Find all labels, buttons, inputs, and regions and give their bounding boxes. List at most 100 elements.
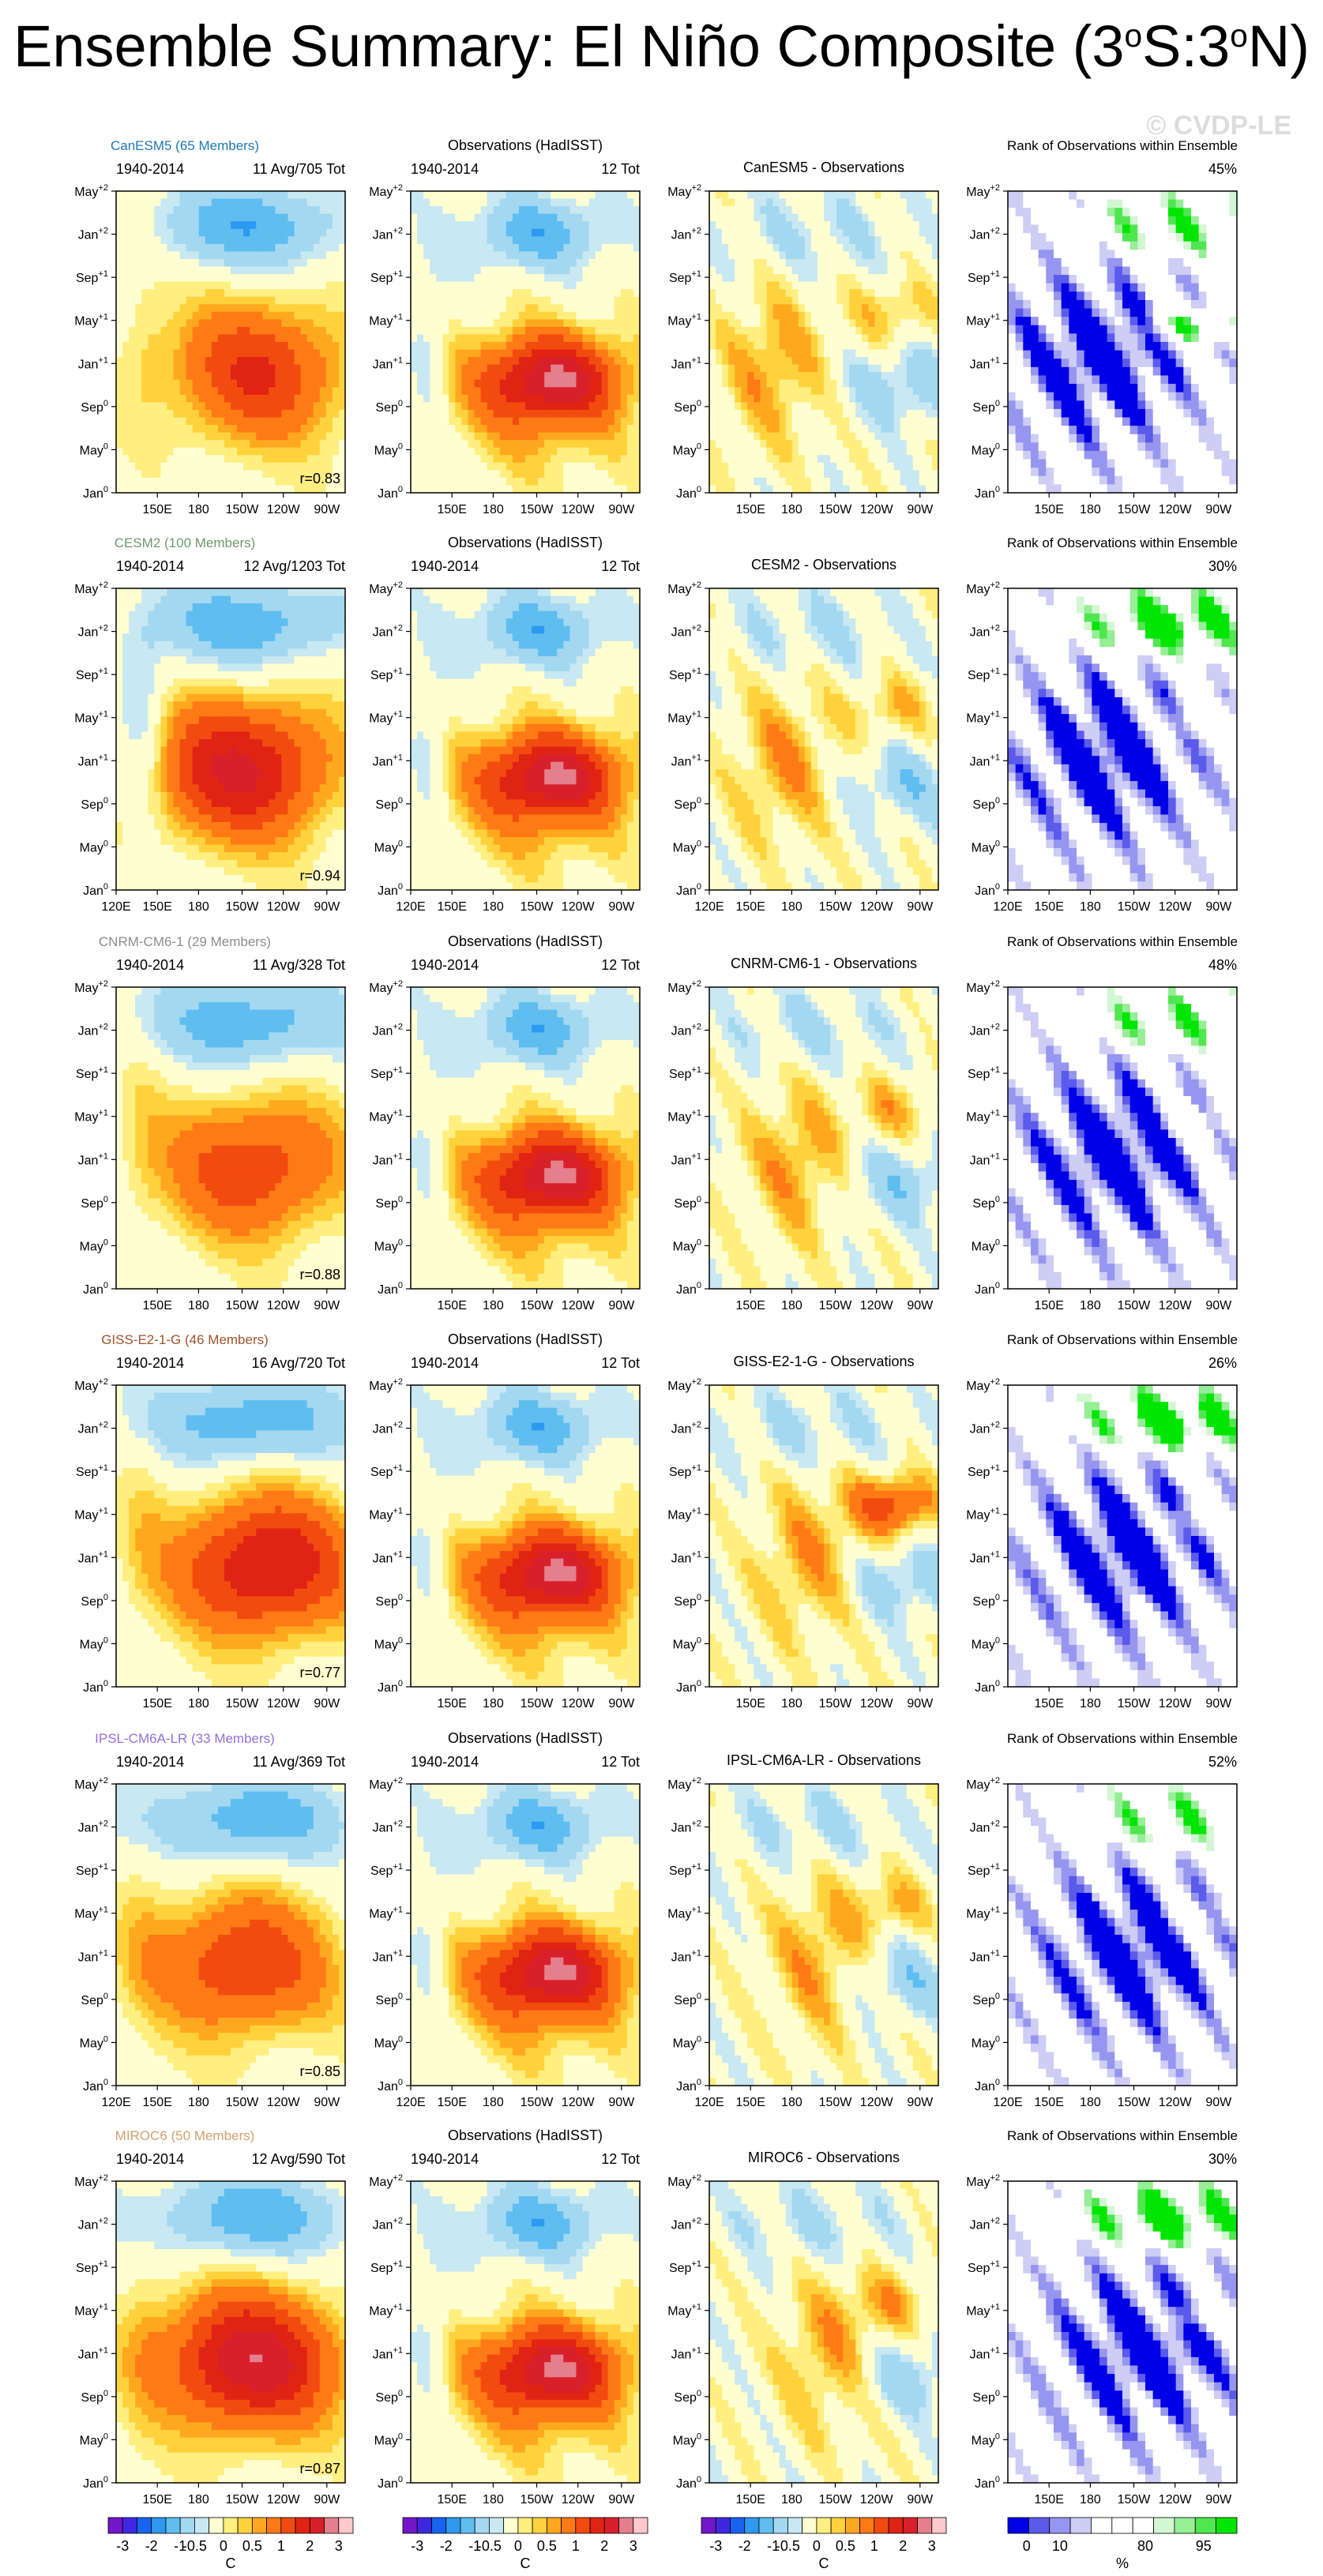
panel-frame xyxy=(410,1384,641,1688)
x-tick-label: 150W xyxy=(819,2493,853,2507)
y-tick-label: Jan0 xyxy=(83,882,108,898)
y-tick-label: Jan0 xyxy=(83,2078,108,2093)
x-tick-label: 120W xyxy=(562,2493,596,2507)
pattern-correlation: r=0.94 xyxy=(299,868,340,884)
y-tick-label: May+1 xyxy=(74,710,108,726)
y-tick-label: May+2 xyxy=(74,183,108,199)
y-tick-label: May+2 xyxy=(369,1776,403,1792)
y-tick-label: Jan0 xyxy=(676,1281,701,1297)
y-tick-label: Sep+1 xyxy=(968,1862,1000,1878)
y-tick-label: Sep0 xyxy=(81,1593,108,1609)
y-tick-label: May0 xyxy=(374,1237,403,1253)
x-tick-label: 90W xyxy=(314,1697,340,1710)
y-tick-label: Jan0 xyxy=(975,2475,1000,2491)
y-tick-label: Sep0 xyxy=(81,1195,108,1211)
panel-frame xyxy=(1007,2180,1238,2484)
y-tick-label: May+1 xyxy=(966,1507,1000,1523)
y-tick-label: Jan+1 xyxy=(671,1948,701,1964)
y-tick-label: Jan+1 xyxy=(970,1549,1000,1565)
y-tick-label: Jan+2 xyxy=(373,624,403,640)
y-tick-label: Jan+1 xyxy=(970,753,1000,768)
y-tick-label: Sep+1 xyxy=(669,2259,701,2275)
x-tick-label: 180 xyxy=(483,900,504,914)
model-count: 11 Avg/369 Tot xyxy=(253,1754,345,1770)
x-tick-label: 120W xyxy=(267,503,301,516)
y-tick-label: Sep0 xyxy=(674,1593,701,1609)
x-tick-label: 150W xyxy=(226,900,260,914)
model-period: 1940-2014 xyxy=(116,957,184,973)
x-tick-label: 150W xyxy=(521,2096,554,2109)
y-tick-label: Jan+1 xyxy=(78,1948,108,1964)
pattern-correlation: r=0.87 xyxy=(299,2461,340,2476)
x-tick-label: 120W xyxy=(562,1697,596,1710)
y-tick-label: May0 xyxy=(80,839,108,854)
x-tick-label: 180 xyxy=(781,1697,802,1710)
y-tick-label: Jan+1 xyxy=(970,1151,1000,1167)
model-name: CanESM5 (65 Members) xyxy=(111,138,259,153)
model-period: 1940-2014 xyxy=(116,558,184,574)
obs-count: 12 Tot xyxy=(601,1355,640,1371)
y-tick-label: Sep0 xyxy=(81,399,108,415)
y-tick-label: May0 xyxy=(374,2431,403,2447)
x-tick-label: 120W xyxy=(267,900,301,914)
y-tick-label: Jan+2 xyxy=(970,227,1000,242)
rank-percent: 30% xyxy=(1208,2151,1237,2167)
panel-frame xyxy=(1007,588,1238,891)
colorbar-tick-label: -0.5 xyxy=(182,2538,207,2554)
x-tick-label: 180 xyxy=(188,1697,209,1710)
difference-heatmap xyxy=(709,987,939,1290)
y-tick-label: May+1 xyxy=(966,313,1000,329)
y-tick-label: Jan+2 xyxy=(671,227,701,242)
x-tick-label: 90W xyxy=(314,900,340,914)
x-tick-label: 150W xyxy=(521,503,554,516)
model-period: 1940-2014 xyxy=(116,2151,184,2167)
model-composite-heatmap xyxy=(116,191,346,494)
x-tick-label: 90W xyxy=(907,1299,934,1312)
colorbar-tick-label: 1 xyxy=(572,2538,580,2554)
y-tick-label: Jan+1 xyxy=(970,355,1000,371)
rank-heatmap xyxy=(1008,987,1238,1290)
colorbar-tick-label: 2 xyxy=(306,2538,314,2554)
x-tick-label: 180 xyxy=(188,2493,209,2507)
x-tick-label: 90W xyxy=(1205,900,1232,914)
y-tick-label: Sep0 xyxy=(81,2389,108,2405)
model-composite-heatmap xyxy=(116,1784,346,2086)
y-tick-label: Sep+1 xyxy=(76,269,108,285)
y-tick-label: May0 xyxy=(972,839,1000,854)
x-tick-label: 150E xyxy=(736,2096,765,2109)
y-tick-label: Sep0 xyxy=(375,2389,403,2405)
y-tick-label: May0 xyxy=(673,2431,701,2447)
y-tick-label: Jan+2 xyxy=(78,1023,108,1038)
y-tick-label: Sep0 xyxy=(674,399,701,415)
x-tick-label: 150W xyxy=(226,503,260,516)
y-tick-label: Jan0 xyxy=(676,2475,701,2491)
x-tick-label: 150W xyxy=(819,503,853,516)
y-tick-label: May+2 xyxy=(74,2173,108,2189)
y-tick-label: May+2 xyxy=(966,183,1000,199)
colorbar-tick-label: -2 xyxy=(145,2538,158,2554)
x-tick-label: 120W xyxy=(860,1299,894,1312)
x-tick-label: 180 xyxy=(781,1299,802,1312)
y-tick-label: May0 xyxy=(673,1635,701,1651)
y-tick-label: May+2 xyxy=(369,1377,403,1393)
y-tick-label: Jan0 xyxy=(378,2078,403,2093)
y-tick-label: May0 xyxy=(972,2034,1000,2050)
y-tick-label: Sep+1 xyxy=(669,1065,701,1081)
y-tick-label: May+1 xyxy=(369,2303,403,2319)
rank-title: Rank of Observations within Ensemble xyxy=(1007,535,1238,550)
y-tick-label: Sep0 xyxy=(375,796,403,812)
y-tick-label: May+2 xyxy=(667,1377,701,1393)
diff-title: GISS-E2-1-G - Observations xyxy=(733,1354,914,1369)
x-tick-label: 90W xyxy=(1205,2493,1232,2507)
x-tick-label: 90W xyxy=(1205,1697,1232,1710)
model-composite-heatmap xyxy=(116,2181,346,2484)
y-tick-label: May+2 xyxy=(369,2173,403,2189)
y-tick-label: May+2 xyxy=(667,2173,701,2189)
colorbar-unit: % xyxy=(1116,2555,1129,2571)
y-tick-label: Sep+1 xyxy=(968,667,1000,682)
y-tick-label: Jan+2 xyxy=(78,1819,108,1835)
y-tick-label: Sep0 xyxy=(375,399,403,415)
model-composite-heatmap xyxy=(116,588,346,891)
y-tick-label: Jan+2 xyxy=(373,1421,403,1436)
y-tick-label: Jan+2 xyxy=(671,1421,701,1436)
